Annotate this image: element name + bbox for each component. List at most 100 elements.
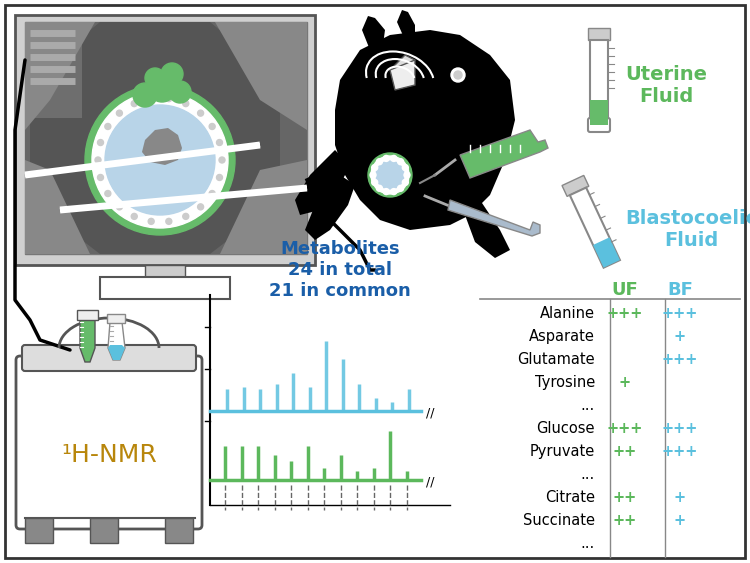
Circle shape: [404, 172, 410, 178]
FancyBboxPatch shape: [25, 22, 307, 254]
Polygon shape: [108, 345, 125, 360]
Polygon shape: [30, 22, 280, 254]
Circle shape: [95, 157, 101, 163]
Text: BF: BF: [667, 281, 693, 299]
FancyBboxPatch shape: [5, 5, 745, 558]
FancyBboxPatch shape: [588, 118, 610, 132]
Text: Blastocoelic
Fluid: Blastocoelic Fluid: [625, 209, 750, 251]
Polygon shape: [448, 200, 540, 236]
Text: ++: ++: [613, 444, 637, 459]
FancyBboxPatch shape: [145, 265, 185, 277]
FancyBboxPatch shape: [25, 518, 53, 543]
Polygon shape: [562, 176, 589, 196]
Circle shape: [105, 123, 111, 129]
Circle shape: [207, 189, 218, 199]
Circle shape: [207, 122, 218, 132]
Text: //: //: [426, 475, 435, 488]
Circle shape: [217, 155, 227, 165]
Polygon shape: [142, 128, 182, 165]
Circle shape: [164, 93, 174, 104]
Text: Citrate: Citrate: [545, 490, 595, 505]
Circle shape: [95, 137, 106, 148]
Text: //: //: [426, 406, 435, 419]
FancyBboxPatch shape: [100, 277, 230, 299]
Circle shape: [145, 68, 165, 88]
Circle shape: [214, 172, 224, 182]
Circle shape: [95, 172, 106, 182]
Text: +: +: [674, 490, 686, 505]
Circle shape: [105, 190, 111, 196]
Text: ...: ...: [580, 467, 595, 482]
Polygon shape: [390, 60, 415, 90]
Circle shape: [391, 155, 397, 162]
Circle shape: [454, 71, 462, 79]
Circle shape: [372, 164, 378, 171]
Circle shape: [398, 185, 404, 191]
Circle shape: [183, 213, 189, 220]
Circle shape: [371, 156, 409, 194]
Circle shape: [166, 218, 172, 225]
Text: +: +: [619, 375, 631, 390]
Circle shape: [161, 63, 183, 85]
Text: +++: +++: [607, 421, 644, 436]
Circle shape: [103, 122, 112, 132]
Text: +++: +++: [662, 352, 698, 367]
Polygon shape: [305, 175, 355, 240]
Text: Alanine: Alanine: [540, 306, 595, 321]
Text: Uterine
Fluid: Uterine Fluid: [625, 65, 707, 105]
Polygon shape: [465, 200, 510, 258]
Text: Glutamate: Glutamate: [518, 352, 595, 367]
Circle shape: [148, 218, 154, 225]
Text: +++: +++: [662, 444, 698, 459]
Circle shape: [398, 159, 404, 165]
Polygon shape: [80, 318, 95, 362]
FancyBboxPatch shape: [22, 345, 196, 371]
Circle shape: [181, 211, 190, 221]
Circle shape: [115, 202, 125, 212]
Circle shape: [116, 110, 122, 116]
Circle shape: [383, 155, 389, 162]
Polygon shape: [570, 187, 620, 267]
FancyBboxPatch shape: [77, 310, 98, 320]
Text: ...: ...: [580, 536, 595, 551]
Circle shape: [209, 190, 215, 196]
Circle shape: [166, 96, 172, 102]
FancyBboxPatch shape: [16, 356, 202, 529]
Circle shape: [376, 185, 382, 191]
Circle shape: [164, 216, 174, 226]
Text: Succinate: Succinate: [523, 513, 595, 528]
Text: Tyrosine: Tyrosine: [535, 375, 595, 390]
FancyBboxPatch shape: [107, 314, 125, 323]
Polygon shape: [593, 238, 620, 267]
Circle shape: [85, 85, 235, 235]
FancyBboxPatch shape: [27, 28, 82, 118]
Circle shape: [451, 68, 465, 82]
Circle shape: [105, 105, 215, 215]
Circle shape: [131, 213, 137, 220]
Circle shape: [131, 101, 137, 106]
Polygon shape: [25, 22, 307, 254]
Circle shape: [148, 74, 176, 102]
Text: Metabolites
24 in total
21 in common: Metabolites 24 in total 21 in common: [269, 240, 411, 300]
Text: ¹H-NMR: ¹H-NMR: [62, 443, 157, 467]
Text: +++: +++: [662, 306, 698, 321]
Circle shape: [402, 180, 408, 185]
Text: Pyruvate: Pyruvate: [530, 444, 595, 459]
Polygon shape: [25, 22, 95, 130]
Circle shape: [92, 92, 228, 228]
Text: ...: ...: [580, 398, 595, 413]
Circle shape: [197, 204, 203, 210]
Polygon shape: [220, 160, 307, 254]
Polygon shape: [397, 10, 415, 40]
Circle shape: [181, 99, 190, 109]
Circle shape: [133, 83, 157, 107]
Text: ++: ++: [613, 490, 637, 505]
Circle shape: [148, 96, 154, 102]
Text: +: +: [674, 329, 686, 344]
Text: Asparate: Asparate: [530, 329, 595, 344]
Circle shape: [402, 164, 408, 171]
Circle shape: [169, 81, 191, 103]
Circle shape: [196, 202, 206, 212]
Circle shape: [129, 211, 140, 221]
Polygon shape: [215, 22, 307, 130]
